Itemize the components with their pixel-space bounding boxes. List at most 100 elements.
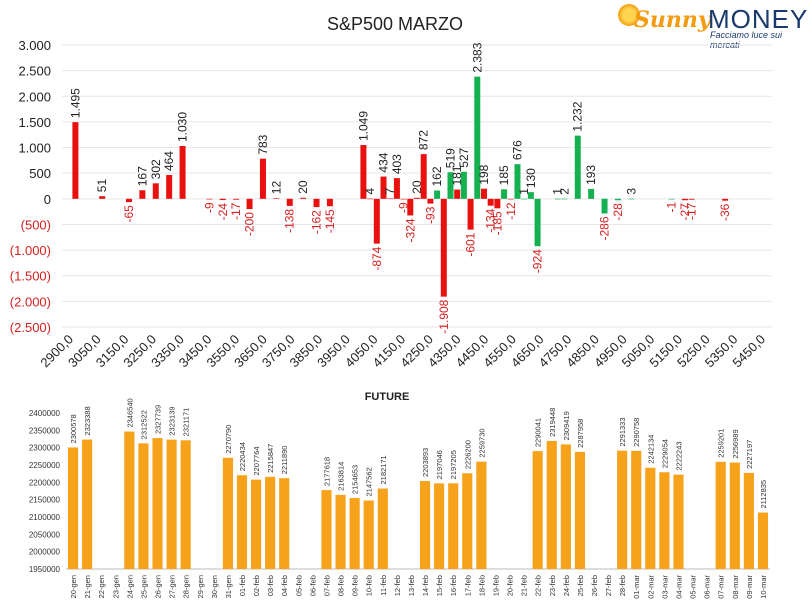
bar: [467, 198, 474, 230]
data-label: 20: [296, 180, 310, 194]
data-label: -93: [423, 206, 437, 224]
bar: [335, 494, 346, 569]
x-tick-label: 20-gen: [69, 575, 78, 598]
y-tick-label: (500): [21, 217, 51, 232]
x-tick-label: 05-feb: [294, 575, 303, 596]
bar: [560, 444, 571, 569]
bar: [82, 439, 93, 569]
x-tick-label: 09-feb: [351, 575, 360, 596]
data-label: -36: [718, 203, 732, 221]
y-tick-label: 2150000: [29, 496, 61, 505]
bar: [501, 189, 508, 199]
bar: [480, 188, 487, 199]
data-label: 2215847: [266, 444, 275, 473]
x-tick-label: 22-gen: [97, 575, 106, 598]
bar: [757, 512, 769, 569]
x-tick-label: 27-feb: [604, 575, 613, 596]
x-tick-label: 29-gen: [196, 575, 205, 598]
bar: [614, 198, 621, 201]
data-label: 2319448: [548, 408, 557, 437]
bar: [534, 198, 541, 247]
data-label: 872: [417, 130, 431, 150]
data-label: 2: [557, 188, 571, 195]
bar: [476, 461, 487, 569]
bar: [554, 198, 561, 200]
data-label: -17: [685, 202, 699, 220]
x-tick-label: 15-feb: [435, 575, 444, 596]
x-tick-label: 01-mar: [632, 575, 641, 599]
x-tick-label: 26-gen: [154, 575, 163, 598]
future-title: FUTURE: [365, 391, 410, 403]
bar: [574, 451, 585, 569]
data-label: 2229054: [660, 439, 669, 468]
data-label: 2154653: [351, 465, 360, 494]
data-label: 2226200: [463, 440, 472, 469]
data-label: 2291333: [618, 417, 627, 446]
x-tick-label: 02-feb: [252, 575, 261, 596]
data-label: 1: [517, 188, 531, 195]
bar: [427, 198, 434, 204]
y-tick-label: 2000000: [29, 548, 61, 557]
bar: [138, 443, 149, 569]
bar: [206, 198, 213, 200]
data-label: 464: [162, 151, 176, 171]
x-tick-label: 25-feb: [576, 575, 585, 596]
y-tick-label: 2350000: [29, 426, 61, 435]
data-label: 7: [383, 187, 397, 194]
y-tick-label: 0: [44, 192, 51, 207]
x-tick-label: 14-feb: [421, 575, 430, 596]
x-tick-label: 12-feb: [393, 575, 402, 596]
bar: [601, 198, 608, 214]
x-tick-label: 23-gen: [111, 575, 120, 598]
data-label: 181: [450, 165, 464, 185]
bar: [99, 196, 106, 199]
data-label: 12: [269, 181, 283, 195]
y-tick-label: 1.500: [18, 115, 51, 130]
y-tick-label: 1950000: [29, 565, 61, 574]
sun-icon: [618, 4, 640, 26]
bar: [434, 190, 441, 199]
y-tick-label: 2.500: [18, 64, 51, 79]
bar: [321, 490, 332, 569]
x-tick-label: 13-feb: [407, 575, 416, 596]
x-tick-label: 17-feb: [463, 575, 472, 596]
y-tick-label: (1.000): [10, 243, 51, 258]
data-label: 2242134: [646, 435, 655, 464]
x-tick-label: 30-gen: [210, 575, 219, 598]
x-tick-label: 26-feb: [590, 575, 599, 596]
data-label: 519: [443, 148, 457, 168]
data-label: -1: [665, 202, 679, 213]
y-tick-label: 2300000: [29, 444, 61, 453]
bar: [434, 483, 445, 569]
data-label: 2323388: [83, 406, 92, 435]
data-label: 162: [430, 166, 444, 186]
bar: [546, 440, 557, 569]
bar: [222, 457, 233, 569]
bar: [236, 475, 248, 569]
bar: [527, 192, 534, 199]
y-tick-label: (2.500): [10, 320, 51, 335]
data-label: 2112835: [759, 480, 768, 509]
data-label: -185: [490, 211, 504, 235]
bar: [628, 198, 635, 200]
y-tick-label: 500: [29, 166, 51, 181]
x-tick-label: 09-mar: [745, 575, 754, 599]
data-label: 2147562: [365, 467, 374, 496]
y-tick-label: 2250000: [29, 461, 61, 470]
bar: [180, 440, 191, 569]
data-label: 1.030: [176, 112, 190, 142]
bar: [219, 198, 226, 201]
bar: [326, 198, 333, 207]
bar: [393, 178, 400, 199]
data-label: -12: [504, 202, 518, 220]
data-label: -1.908: [437, 299, 451, 333]
data-label: 1: [551, 188, 565, 195]
sunny-money-logo: Sunny MONEY Facciamo luce sui mercati: [618, 2, 808, 50]
data-label: -924: [531, 249, 545, 273]
data-label: -9: [202, 202, 216, 213]
data-label: 1.049: [356, 111, 370, 141]
bar: [688, 198, 695, 200]
bar: [454, 189, 461, 199]
bar: [645, 467, 656, 569]
bar: [729, 462, 740, 569]
